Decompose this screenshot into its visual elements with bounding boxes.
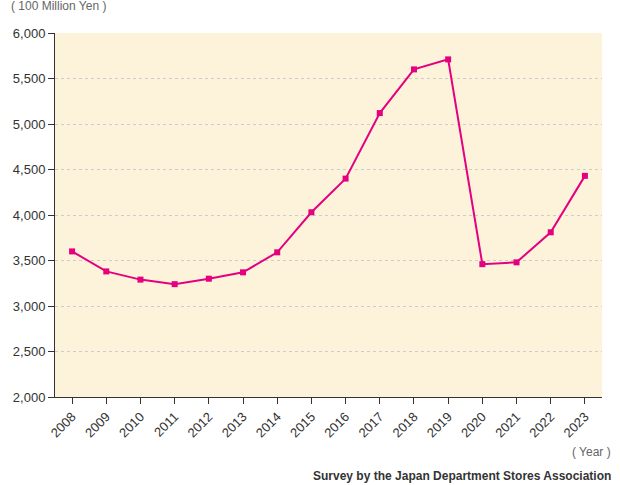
svg-text:2020: 2020 <box>458 409 489 440</box>
svg-text:4,500: 4,500 <box>13 162 46 177</box>
svg-text:2015: 2015 <box>287 409 318 440</box>
svg-text:3,500: 3,500 <box>13 253 46 268</box>
svg-text:5,500: 5,500 <box>13 71 46 86</box>
svg-text:2014: 2014 <box>253 409 284 440</box>
svg-text:2010: 2010 <box>116 409 147 440</box>
svg-text:4,000: 4,000 <box>13 208 46 223</box>
svg-text:3,000: 3,000 <box>13 299 46 314</box>
svg-text:2013: 2013 <box>219 409 250 440</box>
svg-text:( Year ): ( Year ) <box>572 445 611 459</box>
svg-text:2,500: 2,500 <box>13 344 46 359</box>
svg-text:2023: 2023 <box>561 409 592 440</box>
svg-text:2011: 2011 <box>151 409 181 439</box>
svg-text:2017: 2017 <box>355 409 386 440</box>
svg-text:( 100 Million Yen ): ( 100 Million Yen ) <box>11 0 106 13</box>
svg-text:2022: 2022 <box>526 409 557 440</box>
svg-text:2,000: 2,000 <box>13 390 46 405</box>
svg-text:2019: 2019 <box>424 409 455 440</box>
svg-text:2018: 2018 <box>390 409 421 440</box>
svg-text:2021: 2021 <box>492 409 523 440</box>
svg-text:Survey by the Japan Department: Survey by the Japan Department Stores As… <box>313 469 611 483</box>
svg-text:2012: 2012 <box>185 409 216 440</box>
svg-text:2009: 2009 <box>82 409 113 440</box>
svg-text:2016: 2016 <box>321 409 352 440</box>
svg-text:6,000: 6,000 <box>13 26 46 41</box>
svg-text:2008: 2008 <box>48 409 79 440</box>
svg-text:5,000: 5,000 <box>13 117 46 132</box>
